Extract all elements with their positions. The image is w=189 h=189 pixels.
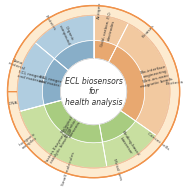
Text: ECL reagents
and materials: ECL reagents and materials: [38, 75, 67, 90]
Text: Organic
compound: Organic compound: [58, 22, 75, 46]
Polygon shape: [102, 121, 156, 167]
Text: Small molecules: Small molecules: [61, 152, 76, 187]
Polygon shape: [35, 15, 94, 59]
Text: Factors Enzymes-like
catalytic biosensor: Factors Enzymes-like catalytic biosensor: [45, 125, 75, 166]
Polygon shape: [99, 111, 136, 142]
Polygon shape: [44, 100, 102, 143]
Polygon shape: [117, 24, 170, 135]
Text: Inorganic
complex: Inorganic complex: [18, 131, 39, 150]
Text: Proteins: Proteins: [44, 14, 57, 31]
Text: Biological
recognition
elements: Biological recognition elements: [60, 114, 83, 141]
Polygon shape: [94, 15, 128, 46]
Text: ECL biosensors
for
health analysis: ECL biosensors for health analysis: [65, 77, 122, 107]
Polygon shape: [109, 46, 145, 121]
Text: Cancer cells: Cancer cells: [146, 132, 170, 152]
Polygon shape: [43, 59, 68, 105]
Polygon shape: [8, 5, 180, 178]
Text: Metal ions: Metal ions: [112, 158, 123, 181]
Text: Binding-based
biosensor: Binding-based biosensor: [117, 130, 140, 160]
Polygon shape: [17, 43, 54, 111]
Text: Antigen: Antigen: [97, 2, 102, 19]
Text: Bacteria: Bacteria: [166, 80, 184, 86]
Text: Bio-interface
engineering
Wire-on-nano
magnetic beads: Bio-interface engineering Wire-on-nano m…: [137, 64, 174, 89]
Circle shape: [60, 58, 127, 125]
Polygon shape: [94, 40, 117, 62]
Polygon shape: [54, 40, 94, 70]
Text: ECL reagents
and materials: ECL reagents and materials: [17, 70, 46, 85]
Text: Kinases: Kinases: [141, 23, 155, 39]
Text: DNA: DNA: [8, 100, 18, 106]
Polygon shape: [20, 105, 107, 168]
Text: Nano
material: Nano material: [7, 57, 27, 71]
Text: Gold, carbon, ITO
electrodes: Gold, carbon, ITO electrodes: [101, 12, 117, 48]
